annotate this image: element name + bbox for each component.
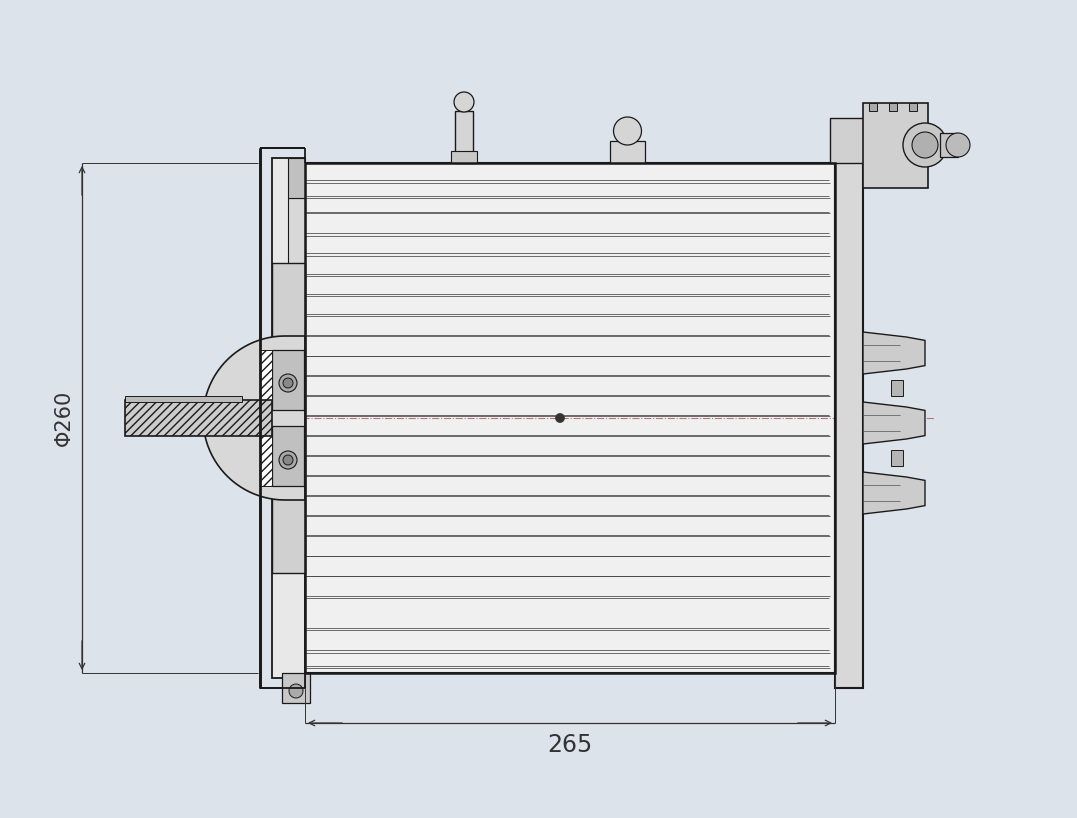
Circle shape [454,92,474,112]
Bar [830,118,868,163]
Bar [454,111,473,163]
Circle shape [946,133,970,157]
Bar [305,163,835,673]
Circle shape [912,132,938,158]
Bar [260,426,272,486]
Bar [272,426,304,486]
Polygon shape [863,332,925,374]
Bar [125,396,242,402]
Circle shape [556,414,564,423]
Circle shape [279,451,297,469]
Bar [891,380,903,396]
Bar [909,103,917,111]
Bar [610,141,645,163]
Bar [451,151,477,163]
Circle shape [283,455,293,465]
Bar [125,400,272,436]
Bar [272,158,305,678]
Circle shape [289,684,303,698]
Polygon shape [204,336,305,500]
Bar [869,103,877,111]
Bar [260,350,272,410]
Text: Φ260: Φ260 [54,390,74,446]
Circle shape [614,117,642,145]
Bar [891,450,903,466]
Bar [889,103,897,111]
Bar [863,103,928,188]
Bar [288,158,305,198]
Circle shape [283,378,293,388]
Polygon shape [863,402,925,444]
Bar [835,148,863,688]
Bar [272,263,305,573]
Bar [305,163,835,673]
Bar [282,673,310,703]
Bar [272,350,304,410]
Circle shape [279,374,297,392]
Text: 265: 265 [547,733,592,757]
Bar [288,198,305,553]
Bar [940,133,959,157]
Circle shape [903,123,947,167]
Polygon shape [863,472,925,514]
